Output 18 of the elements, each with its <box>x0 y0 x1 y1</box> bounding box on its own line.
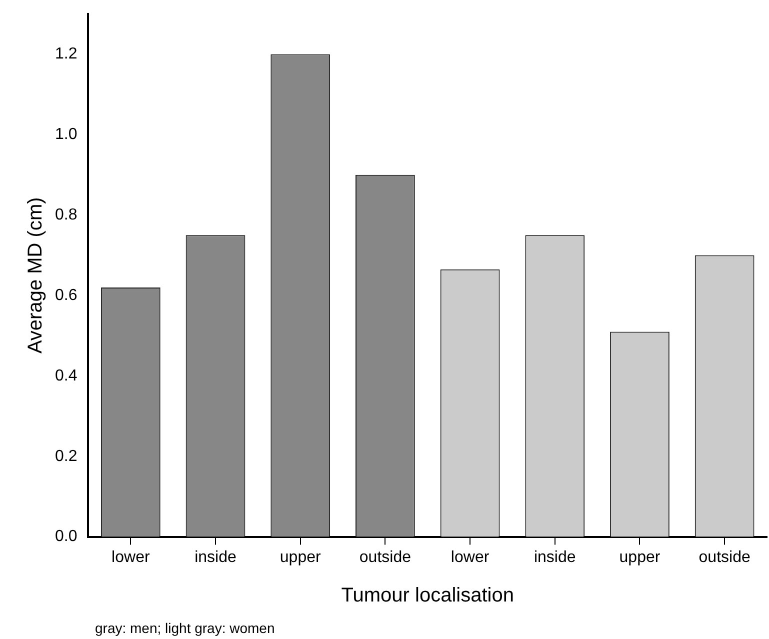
y-tick-label: 1.0 <box>54 126 78 144</box>
y-tick-label: 0.0 <box>54 528 78 546</box>
x-tick-label: lower <box>112 548 150 566</box>
y-tick-label: 1.2 <box>54 46 78 63</box>
y-tick-label: 0.4 <box>54 367 78 384</box>
text: gray: men; light gray: women <box>95 620 275 636</box>
x-tick-label: inside <box>534 548 576 566</box>
x-tick-label: inside <box>194 548 237 566</box>
y-tick-label: 0.8 <box>54 206 78 224</box>
x-tick-label: upper <box>280 548 322 566</box>
x-tick-label: lower <box>450 548 490 566</box>
y-tick-label: 0.6 <box>54 286 78 304</box>
x-tick-label: outside <box>359 548 412 566</box>
y-axis-title: Average MD (cm) <box>24 197 47 354</box>
x-tick-label: upper <box>619 548 661 566</box>
y-tick-label: 0.2 <box>54 448 78 465</box>
x-axis-title: Tumour localisation <box>341 584 514 607</box>
x-tick-label: outside <box>698 548 750 566</box>
